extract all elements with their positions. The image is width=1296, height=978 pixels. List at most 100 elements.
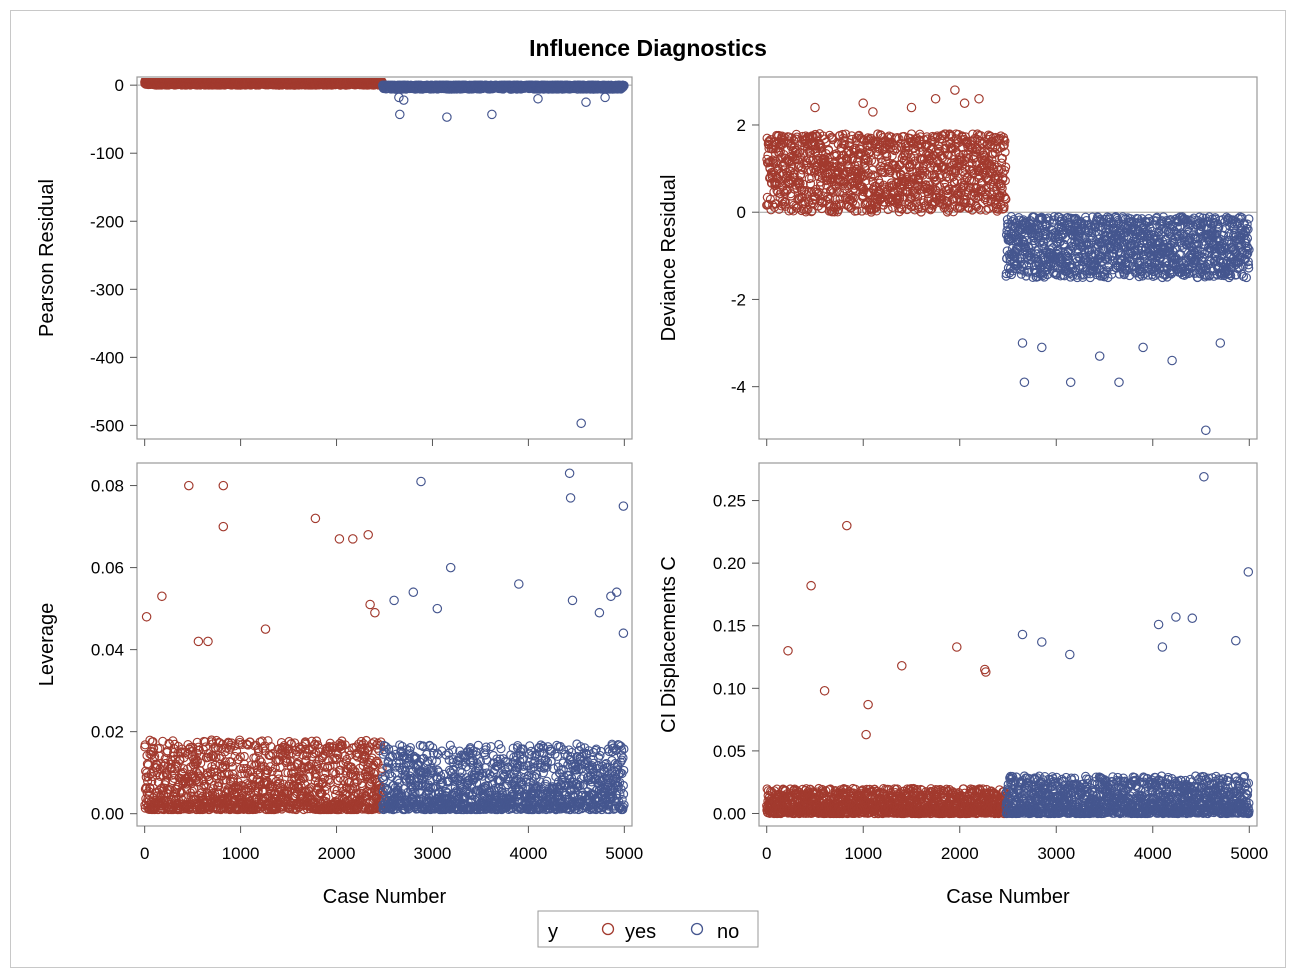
data-points xyxy=(762,85,1254,436)
y-tick-label: 0 xyxy=(115,76,124,95)
point-no xyxy=(1041,226,1051,236)
point-yes xyxy=(1001,194,1011,204)
point-no xyxy=(1040,267,1050,277)
point-no xyxy=(619,80,629,91)
outlier-point-yes xyxy=(331,78,341,86)
point-yes xyxy=(938,152,948,162)
point-yes xyxy=(780,197,790,207)
outlier-point-yes xyxy=(974,94,984,104)
outlier-point-no xyxy=(600,92,610,103)
y-tick-label: -500 xyxy=(90,416,124,435)
point-yes xyxy=(841,129,851,139)
point-no xyxy=(1071,213,1081,223)
series-no xyxy=(1001,212,1254,436)
point-yes xyxy=(961,198,971,208)
point-yes xyxy=(999,135,1009,145)
point-no xyxy=(1017,234,1027,245)
point-yes xyxy=(987,155,997,165)
point-no xyxy=(1214,222,1224,232)
y-tick-label: -200 xyxy=(90,212,124,231)
point-no xyxy=(1086,238,1096,248)
point-yes xyxy=(977,139,987,149)
series-yes xyxy=(762,85,1011,217)
point-yes xyxy=(1000,136,1010,146)
point-yes xyxy=(882,152,892,162)
point-no xyxy=(1109,248,1119,258)
data-points xyxy=(140,78,629,429)
point-yes xyxy=(934,181,945,191)
point-yes xyxy=(980,189,990,199)
chart-title: Influence Diagnostics xyxy=(529,35,767,61)
point-yes xyxy=(828,135,838,145)
point-yes xyxy=(918,195,929,205)
point-yes xyxy=(926,205,936,215)
point-yes xyxy=(1000,176,1010,186)
point-no xyxy=(1006,270,1017,280)
y-tick-label: -4 xyxy=(731,378,746,397)
point-yes xyxy=(789,135,799,145)
outlier-point-no xyxy=(576,418,586,429)
series-yes xyxy=(140,78,387,90)
point-yes xyxy=(998,141,1008,151)
y-tick-label: 2 xyxy=(737,116,746,135)
point-no xyxy=(1193,239,1204,249)
point-yes xyxy=(868,170,878,180)
outlier-point-yes xyxy=(235,78,246,88)
outlier-point-yes xyxy=(366,78,376,87)
point-yes xyxy=(941,129,951,139)
point-yes xyxy=(805,179,816,189)
point-yes xyxy=(802,205,812,215)
point-yes xyxy=(872,206,882,216)
point-no xyxy=(1116,241,1126,251)
y-axis-label: Deviance Residual xyxy=(658,175,680,342)
point-yes xyxy=(801,207,811,217)
point-yes xyxy=(815,139,825,150)
point-no xyxy=(1210,214,1221,224)
point-yes xyxy=(792,132,802,142)
point-yes xyxy=(905,162,915,172)
point-yes xyxy=(876,154,886,164)
point-yes xyxy=(835,194,845,204)
point-yes xyxy=(838,129,848,139)
point-no xyxy=(1129,239,1139,249)
point-no xyxy=(1125,271,1135,281)
point-yes xyxy=(974,170,984,180)
y-tick-label: -2 xyxy=(731,290,746,309)
point-yes xyxy=(888,144,898,154)
point-yes xyxy=(796,169,806,179)
point-yes xyxy=(995,133,1005,143)
point-yes xyxy=(993,204,1004,214)
point-yes xyxy=(803,187,813,197)
outlier-point-no xyxy=(398,95,409,105)
point-yes xyxy=(908,174,918,184)
point-no xyxy=(1091,265,1101,276)
outlier-point-no xyxy=(395,109,405,120)
point-yes xyxy=(906,191,916,201)
outlier-point-yes xyxy=(868,107,878,117)
point-yes xyxy=(798,179,808,189)
point-no xyxy=(1017,261,1027,271)
outlier-point-no xyxy=(581,97,591,107)
outlier-point-no xyxy=(442,112,452,122)
point-yes xyxy=(902,172,912,182)
y-axis-label: Pearson Residual xyxy=(36,179,58,337)
point-yes xyxy=(838,139,849,149)
point-yes xyxy=(947,131,957,141)
point-yes xyxy=(1001,162,1011,172)
point-yes xyxy=(896,203,906,214)
point-no xyxy=(1039,238,1049,248)
point-yes xyxy=(771,177,781,187)
point-yes xyxy=(931,146,941,156)
point-yes xyxy=(997,183,1007,193)
point-yes xyxy=(789,170,799,180)
outlier-point-yes xyxy=(906,102,917,113)
point-yes xyxy=(850,200,860,210)
point-yes xyxy=(888,202,898,212)
point-no xyxy=(1160,270,1171,280)
outlier-point-yes xyxy=(810,102,820,113)
point-no xyxy=(1119,232,1129,242)
